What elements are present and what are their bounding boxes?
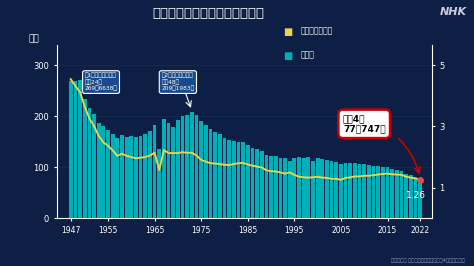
Bar xyxy=(134,137,138,218)
Bar xyxy=(139,136,143,218)
Bar xyxy=(339,164,343,218)
Bar xyxy=(325,160,329,218)
Bar xyxy=(172,127,175,218)
Bar xyxy=(255,149,259,218)
Bar xyxy=(367,165,371,218)
Bar xyxy=(395,170,399,218)
Text: 厚生労働省 人口動態統計より（令和4年のみ概数）: 厚生労働省 人口動態統計より（令和4年のみ概数） xyxy=(391,258,465,263)
Bar xyxy=(176,120,180,218)
Text: 1.26: 1.26 xyxy=(406,190,427,200)
Bar xyxy=(111,134,115,218)
Bar xyxy=(302,157,306,218)
Bar xyxy=(185,115,189,218)
Bar xyxy=(335,162,338,218)
Text: ■: ■ xyxy=(284,27,297,37)
Bar xyxy=(106,130,110,218)
Bar xyxy=(400,171,403,218)
Bar xyxy=(316,157,319,218)
Bar xyxy=(190,112,194,218)
Bar xyxy=(381,167,385,218)
Bar xyxy=(88,108,91,218)
Bar xyxy=(195,115,199,218)
Bar xyxy=(269,156,273,218)
Bar xyxy=(237,142,240,218)
Bar xyxy=(153,125,156,218)
Bar xyxy=(260,151,264,218)
Bar xyxy=(129,136,133,218)
Bar xyxy=(320,159,324,218)
Bar xyxy=(101,126,105,218)
Bar xyxy=(69,81,73,218)
Bar xyxy=(148,131,152,218)
Bar xyxy=(386,167,389,218)
Bar xyxy=(274,156,278,218)
Text: 第1次ベビーブーム
昭和24年
269万6638人: 第1次ベビーブーム 昭和24年 269万6638人 xyxy=(84,73,118,92)
Bar xyxy=(409,176,413,218)
Bar xyxy=(279,158,282,218)
Bar xyxy=(167,123,171,218)
Bar xyxy=(78,80,82,218)
Text: 万人: 万人 xyxy=(28,34,39,43)
Text: 出生数: 出生数 xyxy=(301,51,315,60)
Text: NHK: NHK xyxy=(440,7,467,17)
Bar xyxy=(199,121,203,218)
Bar xyxy=(120,135,124,218)
Text: 出生数と合計特殊出生率の推移: 出生数と合計特殊出生率の推移 xyxy=(153,7,264,20)
Bar xyxy=(264,155,268,218)
Bar xyxy=(246,145,250,218)
Bar xyxy=(330,161,334,218)
Bar xyxy=(162,119,166,218)
Bar xyxy=(157,149,161,218)
Bar xyxy=(307,157,310,218)
Text: 合計特殊出生率: 合計特殊出生率 xyxy=(301,27,333,36)
Bar xyxy=(288,161,292,218)
Bar xyxy=(372,166,375,218)
Bar xyxy=(283,158,287,218)
Bar xyxy=(116,138,119,218)
Bar xyxy=(251,148,254,218)
Text: 第2次ベビーブーム
昭和48年
209万1983人: 第2次ベビーブーム 昭和48年 209万1983人 xyxy=(161,73,194,92)
Bar xyxy=(390,169,394,218)
Bar xyxy=(227,140,231,218)
Bar xyxy=(344,163,347,218)
Bar xyxy=(348,163,352,218)
Bar xyxy=(311,161,315,218)
Bar xyxy=(181,116,184,218)
Bar xyxy=(144,134,147,218)
Bar xyxy=(209,129,212,218)
Bar xyxy=(414,177,417,218)
Bar xyxy=(204,125,208,218)
Bar xyxy=(218,134,222,218)
Bar xyxy=(404,174,408,218)
Text: 令和4年
77万747人: 令和4年 77万747人 xyxy=(343,114,385,134)
Bar xyxy=(297,157,301,218)
Bar xyxy=(376,166,380,218)
Bar xyxy=(97,123,100,218)
Bar xyxy=(92,114,96,218)
Bar xyxy=(418,179,422,218)
Bar xyxy=(362,164,366,218)
Bar xyxy=(125,137,128,218)
Text: ■: ■ xyxy=(284,51,297,61)
Bar xyxy=(213,131,217,218)
Bar xyxy=(223,138,226,218)
Bar xyxy=(353,163,357,218)
Bar xyxy=(358,164,362,218)
Bar xyxy=(241,142,245,218)
Bar xyxy=(83,99,87,218)
Bar xyxy=(232,141,236,218)
Bar xyxy=(292,157,296,218)
Bar xyxy=(73,81,77,218)
